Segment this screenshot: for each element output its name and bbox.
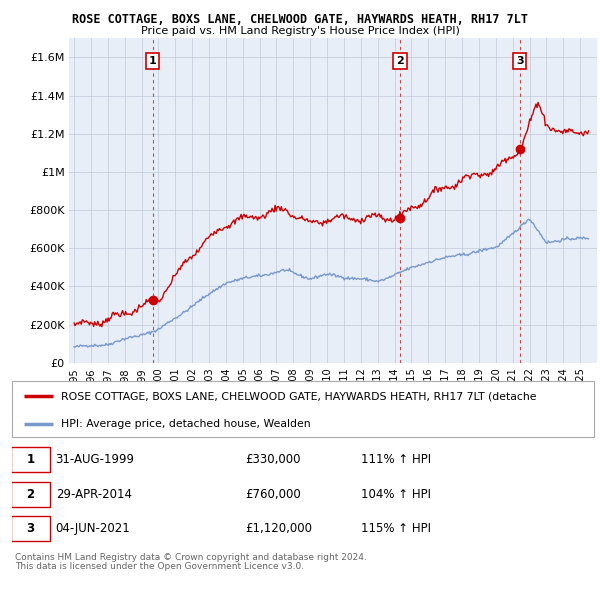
FancyBboxPatch shape <box>11 447 50 472</box>
Text: 3: 3 <box>516 56 524 66</box>
Text: £330,000: £330,000 <box>245 453 301 466</box>
Text: ROSE COTTAGE, BOXS LANE, CHELWOOD GATE, HAYWARDS HEATH, RH17 7LT: ROSE COTTAGE, BOXS LANE, CHELWOOD GATE, … <box>72 13 528 26</box>
Text: £1,120,000: £1,120,000 <box>245 522 312 535</box>
FancyBboxPatch shape <box>12 381 594 437</box>
Text: 2: 2 <box>26 487 35 501</box>
Text: 111% ↑ HPI: 111% ↑ HPI <box>361 453 431 466</box>
Text: 1: 1 <box>149 56 157 66</box>
Text: £760,000: £760,000 <box>245 487 301 501</box>
Text: Price paid vs. HM Land Registry's House Price Index (HPI): Price paid vs. HM Land Registry's House … <box>140 26 460 36</box>
Text: Contains HM Land Registry data © Crown copyright and database right 2024.: Contains HM Land Registry data © Crown c… <box>15 553 367 562</box>
Text: 04-JUN-2021: 04-JUN-2021 <box>56 522 130 535</box>
Text: 104% ↑ HPI: 104% ↑ HPI <box>361 487 431 501</box>
Text: 31-AUG-1999: 31-AUG-1999 <box>56 453 134 466</box>
Text: ROSE COTTAGE, BOXS LANE, CHELWOOD GATE, HAYWARDS HEATH, RH17 7LT (detache: ROSE COTTAGE, BOXS LANE, CHELWOOD GATE, … <box>61 391 537 401</box>
Text: HPI: Average price, detached house, Wealden: HPI: Average price, detached house, Weal… <box>61 419 311 430</box>
Text: 115% ↑ HPI: 115% ↑ HPI <box>361 522 431 535</box>
FancyBboxPatch shape <box>11 516 50 541</box>
Text: This data is licensed under the Open Government Licence v3.0.: This data is licensed under the Open Gov… <box>15 562 304 571</box>
Text: 1: 1 <box>26 453 35 466</box>
Text: 2: 2 <box>396 56 404 66</box>
Text: 29-APR-2014: 29-APR-2014 <box>56 487 131 501</box>
Text: 3: 3 <box>26 522 35 535</box>
FancyBboxPatch shape <box>11 481 50 506</box>
